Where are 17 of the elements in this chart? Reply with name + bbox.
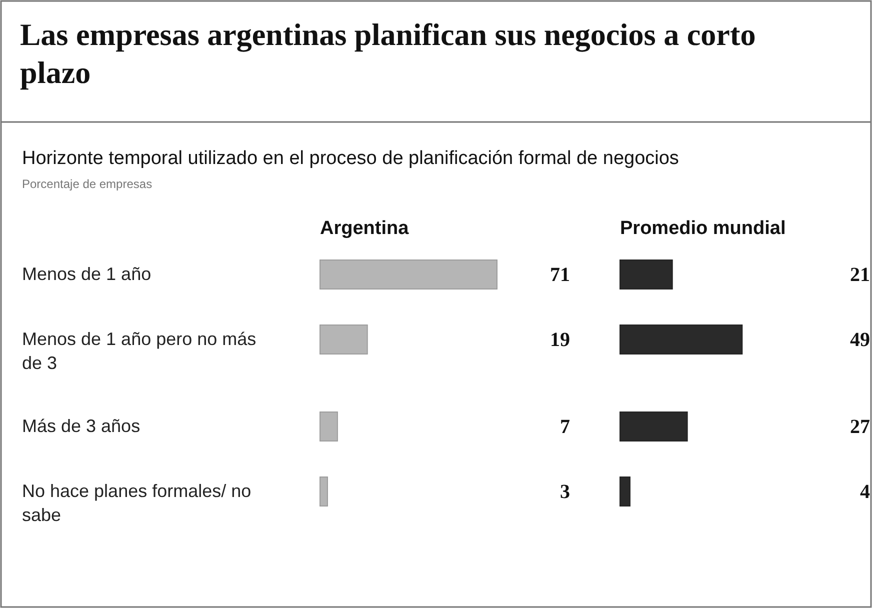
- data-label: 3: [560, 481, 570, 503]
- series-label: Argentina: [320, 218, 410, 239]
- y-tick-label: Menos de 1 año pero no más de 3: [22, 329, 256, 373]
- chart-subtitle: Horizonte temporal utilizado en el proceso de planificación formal de negocios: [22, 148, 679, 169]
- text: Porcentaje de empresas: [22, 177, 152, 191]
- data-label: 71: [550, 264, 570, 286]
- y-tick-label: No hace planes formales/ no sabe: [22, 481, 252, 525]
- data-label: 21: [850, 264, 870, 286]
- data-label: 19: [550, 329, 570, 351]
- y-tick-label: Menos de 1 año: [22, 264, 152, 284]
- chart-title: Las empresas argentinas planifican sus negocios a corto plazo: [20, 17, 756, 90]
- series-label: Promedio mundial: [620, 218, 786, 239]
- data-label: 7: [560, 416, 570, 438]
- data-label: 4: [860, 481, 870, 503]
- data-label: 49: [850, 329, 870, 351]
- data-label: 27: [850, 416, 870, 438]
- y-tick-label: Más de 3 años: [22, 416, 140, 436]
